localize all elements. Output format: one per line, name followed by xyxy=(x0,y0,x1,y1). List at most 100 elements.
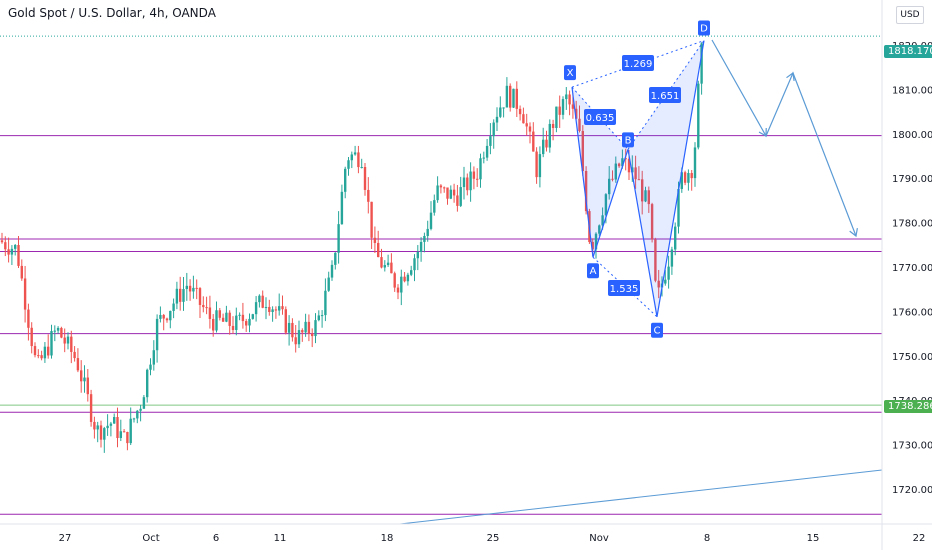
candle-body xyxy=(47,346,50,356)
candle-body xyxy=(340,191,344,225)
candle-body xyxy=(410,270,413,275)
y-tick-label: 1730.000 xyxy=(892,441,932,452)
candle-body xyxy=(687,173,690,183)
candle-body xyxy=(426,228,429,236)
candle-body xyxy=(324,290,327,316)
candle-body xyxy=(258,295,261,303)
candle-body xyxy=(93,421,96,430)
candle-body xyxy=(363,167,367,190)
candle-body xyxy=(155,318,159,351)
candle-body xyxy=(76,358,80,371)
candles xyxy=(0,42,703,453)
candle-body xyxy=(505,85,509,108)
candle-body xyxy=(621,158,624,167)
candle-body xyxy=(650,204,654,240)
candle-body xyxy=(545,139,548,148)
candle-body xyxy=(367,189,370,202)
currency-button[interactable]: USD xyxy=(896,6,924,24)
candle-body xyxy=(33,346,37,356)
candle-body xyxy=(248,318,251,326)
candle-body xyxy=(344,168,347,192)
candle-body xyxy=(215,310,218,331)
candle-body xyxy=(390,262,393,274)
candle-body xyxy=(697,83,700,148)
candle-body xyxy=(522,114,525,124)
candle-body xyxy=(307,321,311,334)
candle-body xyxy=(238,314,241,316)
candle-body xyxy=(89,394,93,422)
candle-body xyxy=(350,154,353,161)
candle-body xyxy=(83,377,86,382)
candle-body xyxy=(383,265,386,268)
pattern-leg xyxy=(656,40,705,317)
candle-body xyxy=(654,239,657,281)
candle-body xyxy=(535,151,538,178)
candle-body xyxy=(466,177,469,191)
pattern-ratio-line xyxy=(571,40,705,88)
candle-body xyxy=(591,241,594,250)
candle-body xyxy=(330,264,334,278)
candle-body xyxy=(492,122,495,137)
candle-body xyxy=(608,178,611,195)
candle-body xyxy=(380,257,383,268)
candle-body xyxy=(670,249,674,267)
candle-body xyxy=(594,233,598,250)
pattern-point-box xyxy=(587,263,599,279)
candle-body xyxy=(301,330,304,333)
candle-body xyxy=(63,337,66,344)
candle-body xyxy=(518,108,522,115)
candle-body xyxy=(287,322,291,333)
horizontal-levels xyxy=(0,35,883,525)
candle-body xyxy=(99,425,103,440)
candle-body xyxy=(43,346,47,359)
candle-body xyxy=(542,139,545,155)
candle-body xyxy=(56,327,60,331)
pattern-point-label: B xyxy=(625,135,632,146)
candle-body xyxy=(634,167,637,180)
candle-body xyxy=(320,315,324,317)
candle-body xyxy=(472,171,476,179)
candle-body xyxy=(479,158,482,180)
y-tick-label: 1810.000 xyxy=(892,85,932,96)
candle-body xyxy=(664,279,667,284)
candle-body xyxy=(254,302,258,315)
candle-body xyxy=(172,303,175,311)
x-tick-label: Oct xyxy=(142,533,159,544)
candle-body xyxy=(278,306,281,311)
candle-body xyxy=(268,306,271,313)
candle-body xyxy=(17,245,20,266)
triangle-xab xyxy=(572,87,628,258)
candle-body xyxy=(136,410,139,419)
y-tick-label: 1770.000 xyxy=(892,263,932,274)
candle-body xyxy=(423,235,426,242)
candle-body xyxy=(571,104,575,109)
candle-body xyxy=(142,397,146,409)
candle-body xyxy=(512,88,515,108)
candle-body xyxy=(502,107,505,109)
arrow-head xyxy=(758,127,767,138)
candle-body xyxy=(241,314,245,322)
candle-body xyxy=(674,226,677,250)
candle-body xyxy=(377,242,380,258)
candle-body xyxy=(4,242,7,250)
candle-body xyxy=(261,295,264,308)
pattern-point-label: A xyxy=(590,266,597,277)
candle-body xyxy=(139,408,142,411)
candle-body xyxy=(106,425,109,429)
candle-body xyxy=(360,167,363,169)
pattern-point-label: D xyxy=(700,24,708,35)
candle-body xyxy=(489,136,492,146)
ratio-label: 1.269 xyxy=(624,59,653,70)
candle-body xyxy=(245,321,248,326)
candle-body xyxy=(113,417,116,424)
candle-body xyxy=(499,107,502,117)
candle-body xyxy=(66,336,70,344)
candle-body xyxy=(690,173,693,179)
x-tick-label: Nov xyxy=(589,533,609,544)
candle-body xyxy=(10,248,14,255)
candle-body xyxy=(294,337,297,345)
candle-body xyxy=(396,287,400,293)
candle-body xyxy=(14,245,17,249)
level-price-tag: 1738.286 xyxy=(884,399,932,413)
